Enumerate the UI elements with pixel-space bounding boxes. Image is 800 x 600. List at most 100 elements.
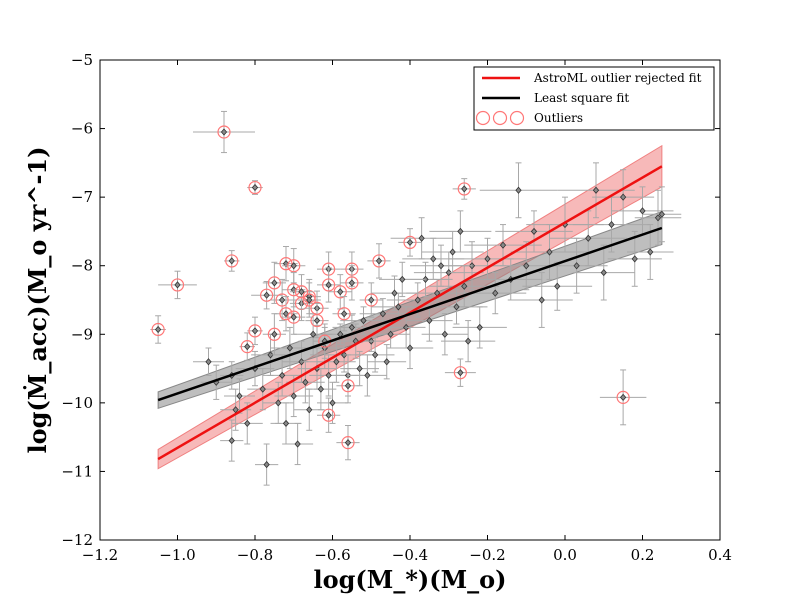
- data-point-70: [367, 344, 407, 380]
- y-tick-label: −5: [71, 51, 93, 69]
- data-point-39: [642, 186, 682, 243]
- legend-label-least-square: Least square fit: [534, 91, 629, 105]
- x-tick-label: −1.0: [159, 546, 195, 564]
- data-point-32: [572, 244, 635, 301]
- diamond-marker: [290, 313, 297, 321]
- x-tick-label: 0.4: [708, 546, 732, 564]
- diamond-marker: [313, 316, 321, 325]
- diamond-marker: [619, 193, 627, 201]
- x-tick-label: −1.2: [82, 546, 118, 564]
- diamond-marker: [457, 227, 464, 236]
- data-point-75: [402, 237, 465, 280]
- diamond-marker: [244, 419, 251, 428]
- diamond-marker: [453, 303, 460, 311]
- diamond-marker: [399, 275, 406, 284]
- data-point-22: [479, 162, 558, 219]
- diamond-marker: [294, 440, 301, 448]
- outlier-point-1: [158, 270, 197, 300]
- outlier-point-32: [398, 228, 422, 257]
- diamond-marker: [464, 337, 472, 345]
- outlier-circle: [364, 293, 378, 307]
- outlier-point-24: [328, 274, 352, 310]
- data-point-80: [193, 347, 224, 376]
- x-tick-label: −0.8: [237, 546, 273, 564]
- diamond-marker: [360, 316, 367, 325]
- diamond-marker: [426, 316, 433, 325]
- fit-line-1: [157, 226, 663, 402]
- outlier-point-0: [193, 110, 255, 154]
- diamond-marker: [220, 128, 228, 136]
- x-tick-label: 0.2: [631, 546, 655, 564]
- diamond-marker: [340, 310, 348, 318]
- outlier-circle: [267, 276, 281, 290]
- data-point-34: [592, 169, 655, 226]
- outlier-circle: [345, 276, 359, 290]
- outlier-circle: [170, 278, 185, 292]
- diamond-marker: [251, 183, 259, 192]
- legend-label-outliers: Outliers: [534, 111, 583, 125]
- diamond-marker: [344, 439, 352, 447]
- diamond-marker: [348, 323, 356, 332]
- diamond-marker: [546, 248, 553, 256]
- diamond-marker: [418, 234, 425, 242]
- outlier-circle: [267, 327, 281, 341]
- outlier-circle: [333, 285, 347, 299]
- outlier-point-7: [251, 280, 283, 310]
- y-tick-label: −12: [61, 531, 93, 549]
- diamond-marker: [414, 296, 421, 304]
- x-tick-label: 0.0: [553, 546, 577, 564]
- legend-swatch-outliers: [475, 110, 525, 126]
- diamond-marker: [154, 325, 162, 334]
- diamond-marker: [600, 268, 607, 277]
- diamond-marker: [298, 358, 305, 366]
- diamond-marker: [619, 393, 627, 401]
- x-tick-label: −0.4: [392, 546, 428, 564]
- diamond-marker: [329, 399, 336, 407]
- data-point-25: [510, 272, 573, 328]
- outlier-circle: [287, 259, 301, 273]
- outlier-circle: [337, 307, 351, 321]
- data-point-82: [220, 419, 244, 462]
- diamond-marker: [317, 385, 325, 393]
- outlier-point-26: [336, 368, 360, 404]
- diamond-marker: [298, 288, 305, 296]
- outlier-circle: [322, 278, 336, 292]
- outlier-point-37: [289, 274, 314, 310]
- data-point-78: [429, 210, 492, 253]
- diamond-marker: [344, 382, 352, 390]
- diamond-marker: [430, 255, 437, 263]
- diamond-marker: [263, 460, 270, 469]
- data-point-29: [545, 237, 608, 294]
- diamond-marker: [259, 385, 266, 393]
- outlier-circle: [372, 254, 386, 268]
- legend-outlier-circle: [492, 110, 508, 126]
- outlier-circle: [151, 322, 165, 337]
- diamond-marker: [654, 214, 662, 222]
- y-tick-label: −6: [71, 120, 93, 138]
- outlier-circle: [217, 125, 231, 139]
- outlier-circle: [287, 310, 301, 324]
- diamond-marker: [395, 303, 402, 311]
- diamond-marker: [340, 351, 348, 359]
- outlier-circle: [279, 307, 293, 321]
- data-point-53: [282, 422, 314, 466]
- ticks-layer: −1.2 −1.0 −0.8 −0.6 −0.4 −0.2 0.0 0.2 0.4 −12 −11 −…: [61, 51, 732, 564]
- legend-label-astroml: AstroML outlier rejected fit: [533, 71, 702, 85]
- outlier-point-12: [274, 296, 298, 332]
- diamond-marker: [608, 220, 615, 229]
- outlier-circle: [260, 288, 274, 302]
- y-tick-label: −11: [61, 462, 93, 480]
- outlier-point-15: [282, 299, 306, 335]
- diamond-marker: [445, 268, 452, 277]
- outlier-circle: [240, 340, 254, 354]
- outlier-point-33: [452, 178, 476, 200]
- diamond-marker: [391, 289, 398, 297]
- data-point-62: [317, 381, 348, 424]
- outlier-point-9: [262, 313, 286, 356]
- diamond-marker: [271, 330, 278, 338]
- data-point-46: [255, 443, 279, 486]
- plot-frame: [99, 59, 721, 541]
- diamond-marker: [371, 351, 379, 359]
- outlier-point-5: [239, 332, 255, 361]
